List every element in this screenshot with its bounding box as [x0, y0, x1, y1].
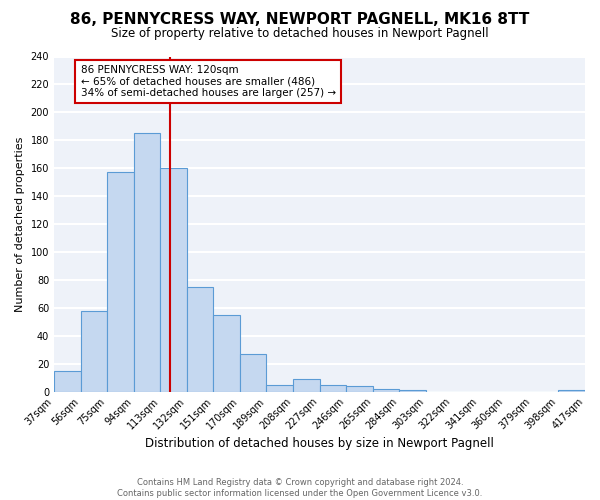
Bar: [240, 354, 266, 392]
Bar: [346, 386, 373, 392]
Bar: [320, 384, 346, 392]
Text: Contains HM Land Registry data © Crown copyright and database right 2024.
Contai: Contains HM Land Registry data © Crown c…: [118, 478, 482, 498]
Bar: [266, 384, 293, 392]
Bar: [54, 370, 80, 392]
Y-axis label: Number of detached properties: Number of detached properties: [15, 136, 25, 312]
Bar: [80, 310, 107, 392]
Bar: [107, 172, 134, 392]
Text: Size of property relative to detached houses in Newport Pagnell: Size of property relative to detached ho…: [111, 28, 489, 40]
Text: 86, PENNYCRESS WAY, NEWPORT PAGNELL, MK16 8TT: 86, PENNYCRESS WAY, NEWPORT PAGNELL, MK1…: [70, 12, 530, 28]
Bar: [293, 379, 320, 392]
Bar: [399, 390, 426, 392]
Bar: [187, 287, 214, 392]
Text: 86 PENNYCRESS WAY: 120sqm
← 65% of detached houses are smaller (486)
34% of semi: 86 PENNYCRESS WAY: 120sqm ← 65% of detac…: [80, 65, 336, 98]
Bar: [373, 389, 399, 392]
Bar: [160, 168, 187, 392]
Bar: [559, 390, 585, 392]
Bar: [214, 315, 240, 392]
X-axis label: Distribution of detached houses by size in Newport Pagnell: Distribution of detached houses by size …: [145, 437, 494, 450]
Bar: [134, 134, 160, 392]
